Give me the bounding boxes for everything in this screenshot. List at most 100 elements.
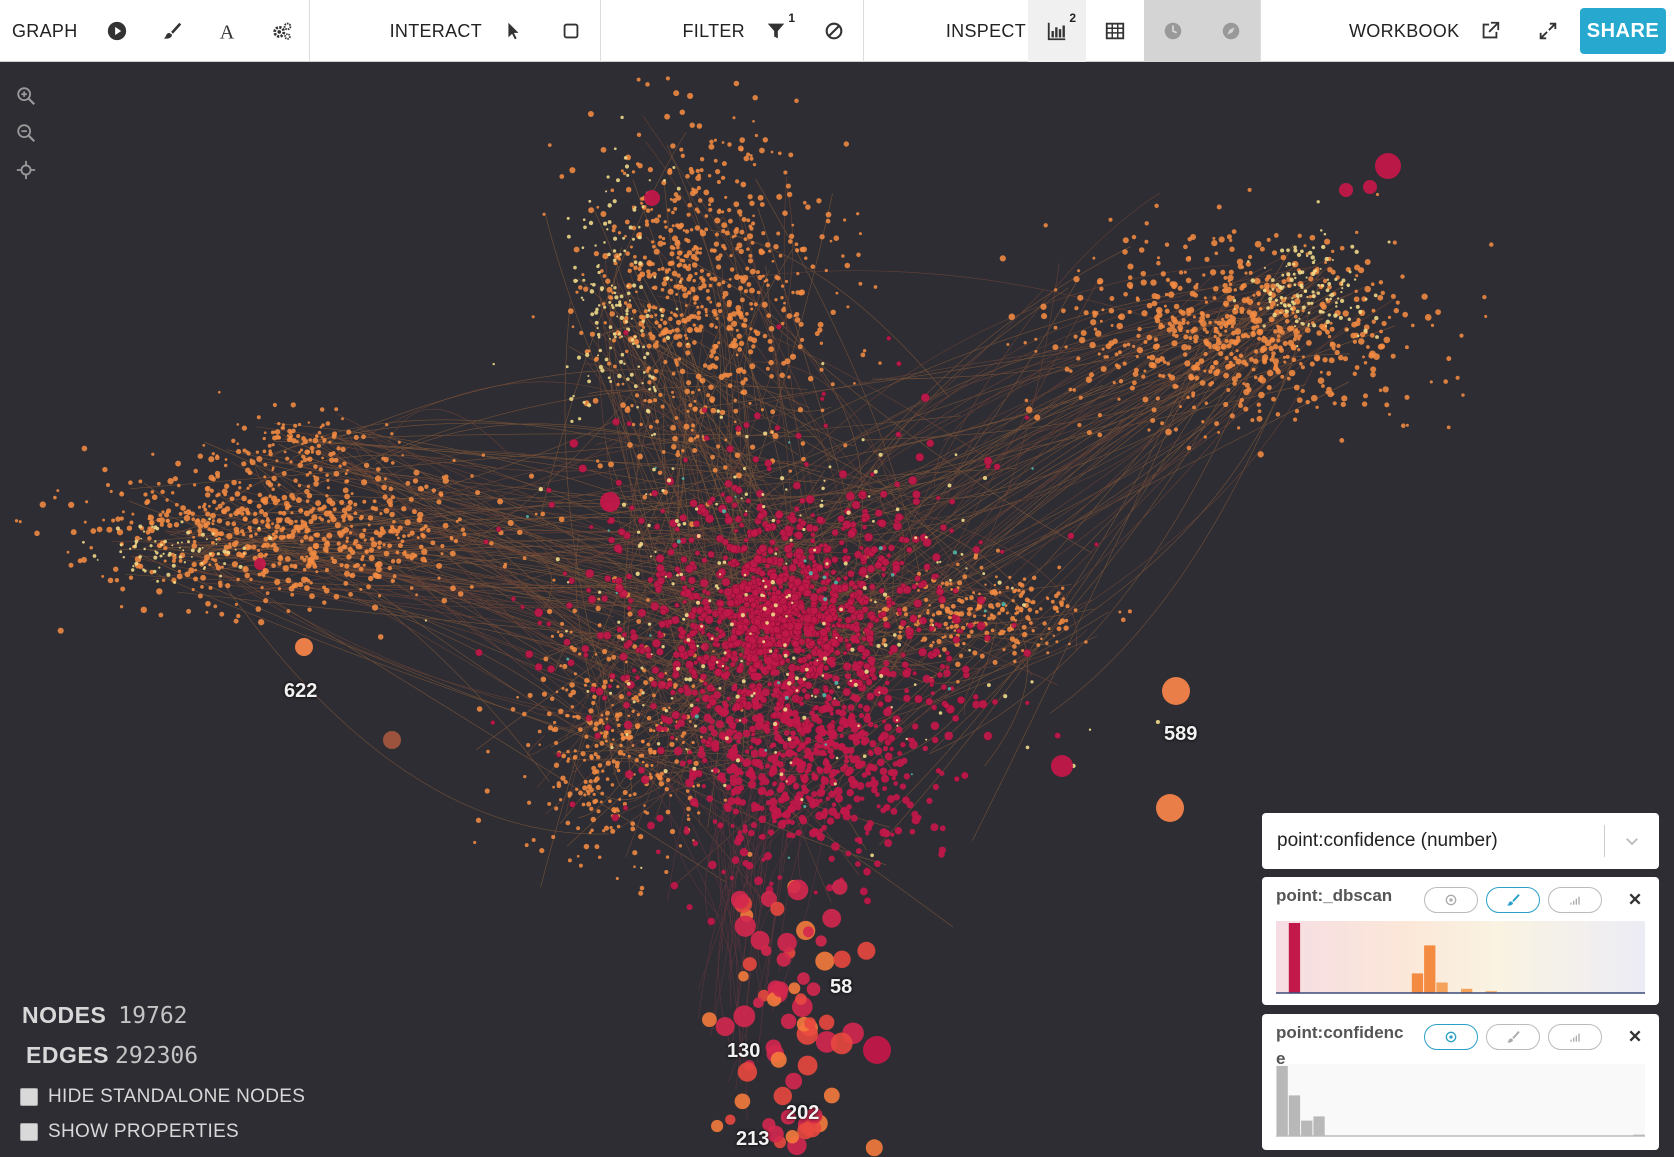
histogram-button[interactable]: 2: [1028, 0, 1086, 62]
size-toggle[interactable]: [1548, 887, 1602, 913]
inspect-label: INSPECT: [945, 20, 1026, 41]
histogram-bar[interactable]: [1436, 982, 1448, 994]
graph-canvas[interactable]: 622 589 58 130 202 213 NODES 19762 EDGES 2…: [0, 62, 1674, 1157]
exclude-icon: [825, 22, 843, 40]
histogram-bar[interactable]: [1485, 990, 1497, 993]
cluster-label: 202: [786, 1102, 820, 1124]
cluster-label: 213: [736, 1128, 770, 1150]
filter-icon: [767, 23, 785, 39]
edges-stat: EDGES 292306: [26, 1042, 198, 1069]
table-button[interactable]: [1086, 0, 1144, 62]
timebar-button[interactable]: [1144, 0, 1202, 62]
close-histogram-button[interactable]: [1625, 1026, 1645, 1046]
node-layer: [14, 76, 1494, 1157]
graph-visualization[interactable]: [0, 62, 1674, 1157]
histogram-bar[interactable]: [1461, 988, 1473, 993]
histogram-title-text: point:confidenc e: [1276, 1023, 1404, 1068]
center-button[interactable]: [14, 158, 38, 182]
size-toggle[interactable]: [1548, 1024, 1602, 1050]
inspect-group: INSPECT 2: [864, 0, 1261, 62]
play-button[interactable]: [90, 0, 145, 62]
compass-icon: [1222, 22, 1240, 40]
center-icon: [16, 160, 36, 180]
exclude-button[interactable]: [805, 0, 863, 62]
histogram-bar[interactable]: [1301, 1120, 1313, 1136]
share-button[interactable]: SHARE: [1580, 8, 1666, 54]
zoom-out-button[interactable]: [14, 121, 38, 145]
nodes-value: 19762: [118, 1003, 188, 1029]
histogram-chart[interactable]: [1276, 921, 1645, 997]
histogram-bar[interactable]: [1288, 923, 1301, 993]
attribute-select-value: point:confidence (number): [1277, 830, 1498, 851]
cluster-label: 622: [284, 680, 318, 702]
cluster-label: 130: [727, 1040, 761, 1062]
nodes-label: NODES: [22, 1002, 107, 1028]
zoom-in-button[interactable]: [14, 84, 38, 108]
signal-bars-icon: [1570, 896, 1580, 905]
fullscreen-icon: [1540, 22, 1557, 40]
histogram-chart[interactable]: [1276, 1064, 1645, 1140]
target-icon: [1445, 1031, 1457, 1043]
point-size-toggle[interactable]: [1424, 887, 1478, 913]
close-histogram-button[interactable]: [1625, 889, 1645, 909]
play-icon: [107, 21, 127, 41]
color-toggle[interactable]: [1486, 887, 1540, 913]
color-toggle[interactable]: [1486, 1024, 1540, 1050]
external-link-icon: [1483, 21, 1500, 39]
nodes-stat: NODES 19762: [22, 1002, 188, 1029]
select-divider: [1604, 825, 1605, 857]
box-select-icon: [563, 23, 579, 39]
cluster-label: 58: [830, 976, 853, 998]
histogram-mode-buttons: [1424, 887, 1610, 913]
target-icon: [1445, 894, 1457, 906]
histogram-dbscan: point:_dbscan: [1262, 877, 1659, 1005]
inspect-count-badge: 2: [1069, 11, 1076, 25]
histogram-bar[interactable]: [1424, 945, 1436, 993]
attribute-select[interactable]: point:confidence (number): [1262, 813, 1659, 869]
filter-count-badge: 1: [788, 11, 795, 25]
interact-group: INTERACT: [310, 0, 601, 62]
histogram-bar[interactable]: [1276, 1066, 1288, 1136]
color-button[interactable]: [144, 0, 199, 62]
chevron-down-icon[interactable]: [1605, 832, 1659, 850]
histogram-title: point:confidenc e: [1276, 1020, 1416, 1072]
hide-standalone-option[interactable]: HIDE STANDALONE NODES: [20, 1086, 305, 1108]
histogram-bar[interactable]: [1313, 1116, 1325, 1136]
fullscreen-button[interactable]: [1519, 0, 1577, 62]
paintbrush-icon: [163, 22, 181, 39]
compass-button[interactable]: [1202, 0, 1260, 62]
font-icon: A: [219, 21, 234, 42]
gears-icon: [272, 22, 291, 40]
histogram-background: [1276, 921, 1645, 993]
interact-label: INTERACT: [389, 20, 482, 41]
hide-standalone-label: HIDE STANDALONE NODES: [48, 1086, 306, 1107]
show-properties-checkbox[interactable]: [20, 1123, 38, 1141]
histogram-bar[interactable]: [1288, 1095, 1301, 1136]
paintbrush-icon: [1507, 894, 1520, 906]
settings-button[interactable]: [254, 0, 309, 62]
svg-text:A: A: [219, 21, 234, 42]
label-button[interactable]: A: [199, 0, 254, 62]
signal-bars-icon: [1570, 1033, 1580, 1042]
zoom-in-icon: [17, 87, 36, 106]
edges-label: EDGES: [26, 1042, 110, 1068]
workbook-label: WORKBOOK: [1349, 20, 1460, 41]
filter-group: FILTER 1: [601, 0, 864, 62]
graph-label: GRAPH: [12, 20, 78, 41]
point-size-toggle[interactable]: [1424, 1024, 1478, 1050]
show-properties-label: SHOW PROPERTIES: [48, 1121, 240, 1142]
histogram-icon: [1047, 22, 1066, 41]
pointer-button[interactable]: [484, 0, 542, 62]
histogram-mode-buttons: [1424, 1024, 1610, 1050]
histogram-bar[interactable]: [1411, 973, 1424, 993]
show-properties-option[interactable]: SHOW PROPERTIES: [20, 1121, 239, 1143]
hide-standalone-checkbox[interactable]: [20, 1088, 38, 1106]
histogram-title: point:_dbscan: [1276, 886, 1393, 905]
filter-button[interactable]: 1: [747, 0, 805, 62]
pointer-icon: [508, 22, 519, 40]
close-icon: [1629, 893, 1641, 905]
box-select-button[interactable]: [542, 0, 600, 62]
filter-label: FILTER: [682, 20, 745, 41]
table-icon: [1105, 22, 1125, 40]
external-link-button[interactable]: [1461, 0, 1519, 62]
